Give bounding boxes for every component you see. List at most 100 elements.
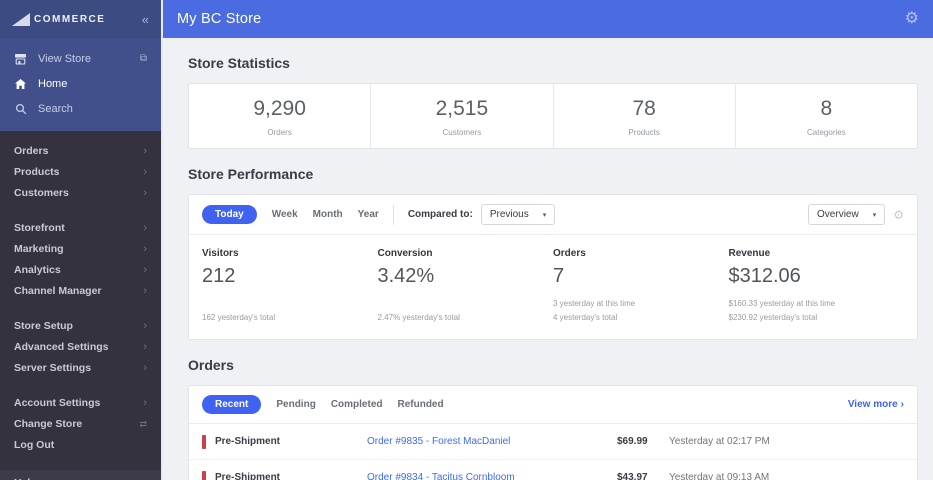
stat-categories: 8 Categories — [734, 84, 917, 148]
sidebar-item-advanced-settings[interactable]: Advanced Settings › — [0, 337, 161, 358]
caret-down-icon: ▾ — [872, 211, 877, 219]
store-statistics-heading: Store Statistics — [188, 55, 290, 71]
metric-sub2: $230.92 yesterday's total — [728, 313, 818, 322]
table-row: Pre-Shipment Order #9834 - Tacitus Cornb… — [189, 460, 917, 480]
compared-to-select[interactable]: Previous ▾ — [480, 204, 556, 225]
sidebar-item-channel-manager[interactable]: Channel Manager › — [0, 281, 161, 302]
stat-value: 9,290 — [253, 97, 306, 120]
store-title: My BC Store — [177, 11, 262, 27]
order-price: $43.97 — [617, 472, 648, 480]
sidebar-item-label: Analytics — [14, 264, 61, 276]
status-bar — [202, 470, 206, 480]
sidebar-item-label: View Store — [38, 52, 91, 65]
top-header-bar: My BC Store ⚙ — [163, 0, 933, 38]
chevron-right-icon: › — [143, 243, 147, 255]
chevron-right-icon: › — [143, 222, 147, 234]
stat-label: Products — [628, 128, 660, 137]
divider — [392, 204, 394, 225]
help-title: Help — [14, 477, 96, 480]
nav-group-settings: Store Setup › Advanced Settings › Server S… — [0, 316, 161, 379]
compared-to-label: Compared to: — [407, 209, 473, 220]
orders-heading: Orders — [188, 357, 234, 373]
metric-value: 212 — [202, 265, 236, 287]
tab-recent[interactable]: Recent — [202, 395, 262, 414]
overview-select[interactable]: Overview ▾ — [808, 204, 886, 225]
sidebar-item-label: Storefront — [14, 222, 65, 234]
sidebar-item-view-store[interactable]: View Store ⧉ — [0, 46, 161, 71]
sidebar-item-customers[interactable]: Customers › — [0, 183, 161, 204]
tab-today[interactable]: Today — [202, 205, 257, 224]
sidebar-item-label: Channel Manager — [14, 285, 102, 297]
order-time: Yesterday at 09:13 AM — [669, 472, 770, 480]
chevron-right-icon: › — [143, 145, 147, 157]
sidebar-item-change-store[interactable]: Change Store ⇄ — [0, 414, 161, 435]
metric-label: Conversion — [377, 248, 433, 259]
sidebar-item-products[interactable]: Products › — [0, 162, 161, 183]
tab-completed[interactable]: Completed — [330, 399, 383, 410]
help-section[interactable]: Help Support Pin: 888888 ▴ — [0, 470, 161, 480]
chevron-right-icon: › — [900, 399, 904, 410]
sidebar-item-store-setup[interactable]: Store Setup › — [0, 316, 161, 337]
stat-label: Orders — [267, 128, 292, 137]
sidebar-item-label: Log Out — [14, 439, 55, 451]
sidebar-item-search[interactable]: Search — [0, 96, 161, 121]
sidebar-item-marketing[interactable]: Marketing › — [0, 239, 161, 260]
performance-gear-icon[interactable]: ⚙ — [893, 207, 904, 222]
logo-row: COMMERCE « — [0, 0, 161, 38]
chevron-right-icon: › — [143, 187, 147, 199]
sidebar-item-orders[interactable]: Orders › — [0, 141, 161, 162]
metric-sub2: 2.47% yesterday's total — [377, 313, 460, 322]
sidebar-item-label: Search — [38, 102, 73, 115]
performance-metrics: Visitors 212 162 yesterday's total Conve… — [189, 235, 917, 339]
status-bar — [202, 434, 206, 449]
storefront-icon — [14, 52, 27, 65]
quick-links: View Store ⧉ Home Search — [0, 38, 161, 131]
sidebar-item-label: Products — [14, 166, 60, 178]
stat-value: 8 — [820, 97, 833, 120]
sidebar: COMMERCE « View Store ⧉ Home — [0, 0, 161, 480]
tab-year[interactable]: Year — [357, 209, 379, 220]
metric-sub2: 4 yesterday's total — [553, 313, 618, 322]
chevron-right-icon: › — [143, 320, 147, 332]
performance-controls: Today Week Month Year Compared to: Previ… — [189, 195, 917, 235]
compared-to-value: Previous — [489, 209, 529, 220]
sidebar-item-home[interactable]: Home — [0, 71, 161, 96]
overview-value: Overview — [817, 209, 859, 220]
tab-pending[interactable]: Pending — [276, 399, 316, 410]
table-row: Pre-Shipment Order #9835 - Forest MacDan… — [189, 424, 917, 460]
metric-sub1: $160.33 yesterday at this time — [728, 299, 836, 308]
sidebar-item-analytics[interactable]: Analytics › — [0, 260, 161, 281]
sidebar-item-storefront[interactable]: Storefront › — [0, 218, 161, 239]
orders-tabs: Recent Pending Completed Refunded View m… — [189, 386, 917, 424]
gear-icon[interactable]: ⚙ — [904, 10, 919, 27]
tab-refunded[interactable]: Refunded — [397, 399, 444, 410]
metric-sub1 — [378, 299, 546, 309]
chevron-right-icon: › — [143, 397, 147, 409]
metric-conversion: Conversion 3.42% 2.47% yesterday's total — [378, 248, 554, 323]
metric-label: Orders — [553, 248, 586, 259]
tab-week[interactable]: Week — [271, 209, 298, 220]
tab-month[interactable]: Month — [312, 209, 343, 220]
view-more-label: View more — [847, 399, 898, 410]
sidebar-item-label: Store Setup — [14, 320, 73, 332]
metric-revenue: Revenue $312.06 $160.33 yesterday at thi… — [729, 248, 905, 323]
view-more-link[interactable]: View more › — [848, 399, 904, 410]
metric-sub2: 162 yesterday's total — [202, 313, 276, 322]
stat-value: 2,515 — [435, 97, 489, 120]
metric-label: Visitors — [202, 248, 239, 259]
change-store-icon: ⇄ — [139, 419, 147, 429]
order-time: Yesterday at 02:17 PM — [669, 436, 770, 447]
sidebar-item-label: Customers — [14, 187, 69, 199]
metric-orders: Orders 7 3 yesterday at this time 4 yest… — [553, 248, 729, 323]
order-link[interactable]: Order #9834 - Tacitus Cornbloom — [367, 472, 515, 480]
order-link[interactable]: Order #9835 - Forest MacDaniel — [367, 436, 511, 447]
sidebar-collapse-icon[interactable]: « — [141, 11, 149, 27]
store-performance-heading: Store Performance — [188, 166, 314, 182]
sidebar-item-server-settings[interactable]: Server Settings › — [0, 358, 161, 379]
metric-label: Revenue — [728, 248, 771, 259]
sidebar-item-log-out[interactable]: Log Out — [0, 435, 161, 456]
order-status: Pre-Shipment — [202, 434, 367, 449]
external-link-icon: ⧉ — [139, 53, 147, 64]
chevron-right-icon: › — [143, 166, 147, 178]
sidebar-item-account-settings[interactable]: Account Settings › — [0, 393, 161, 414]
